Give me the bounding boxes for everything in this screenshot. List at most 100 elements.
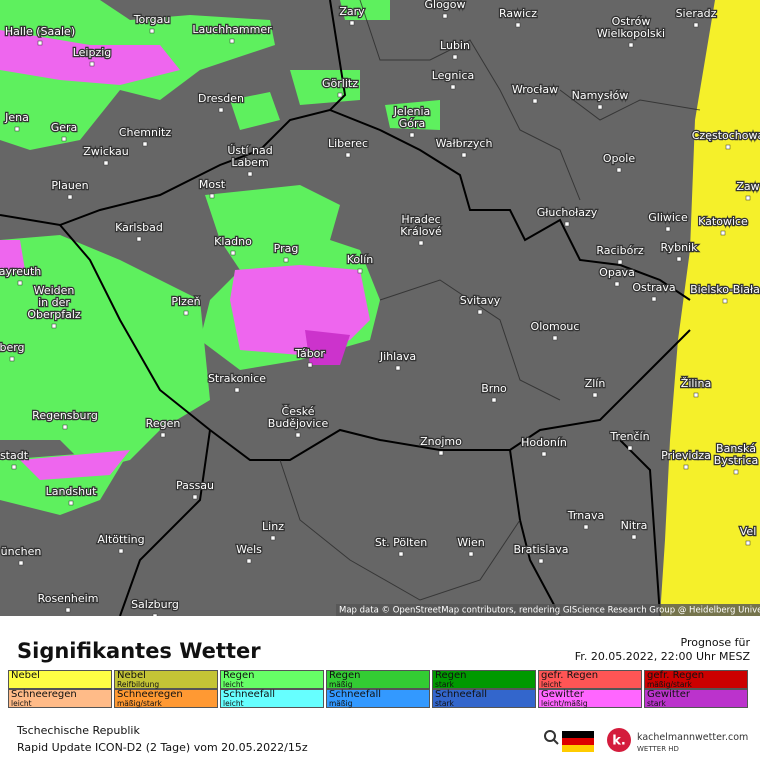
- city-dot: [745, 195, 751, 201]
- city-label: České: [282, 405, 315, 418]
- legend-panel: Nebel Nebel Reifbildung Regen leicht Regen mäß…: [0, 616, 760, 760]
- city: Gliwice: [647, 210, 689, 232]
- city-dot: [614, 281, 620, 287]
- city: Lauchhammer: [191, 22, 273, 44]
- city-label: Vel: [740, 525, 757, 538]
- city-dot: [745, 540, 751, 546]
- city-label: Trenčín: [609, 430, 649, 443]
- city-label: Jelenia: [393, 105, 431, 118]
- city-label: Labem: [231, 156, 268, 169]
- city: Rosenheim: [36, 591, 100, 613]
- city-dot: [62, 424, 68, 430]
- city-dot: [246, 558, 252, 564]
- city-label: Kladno: [214, 235, 252, 248]
- city-dot: [628, 42, 634, 48]
- legend-label: Gewitter: [647, 689, 690, 700]
- city-dot: [418, 240, 424, 246]
- legend-label: Regen: [329, 670, 361, 681]
- city-label: St. Pölten: [375, 536, 427, 549]
- legend-label: Nebel: [11, 670, 40, 681]
- city-label: Prievidza: [661, 449, 711, 462]
- city-label: Zaw: [736, 180, 759, 193]
- city-dot: [118, 548, 124, 554]
- city-label: ayreuth: [0, 265, 41, 278]
- city-label: Ostrów: [612, 15, 651, 28]
- city-label: Gera: [51, 121, 78, 134]
- legend-item: Gewitter stark: [644, 689, 748, 708]
- city-dot: [552, 335, 558, 341]
- legend-sublabel: stark: [435, 699, 454, 708]
- city-dot: [491, 397, 497, 403]
- legend-item: Schneefall leicht: [220, 689, 324, 708]
- city-label: Halle (Saale): [5, 25, 75, 38]
- city-label: Jihlava: [379, 350, 416, 363]
- city-label: Banská: [716, 442, 756, 455]
- city-dot: [247, 171, 253, 177]
- thunder: [0, 30, 370, 480]
- city: Kolín: [346, 252, 375, 274]
- city: Nitra: [619, 518, 649, 540]
- logo-sub: WETTER HD: [637, 745, 679, 753]
- city-label: Kolín: [347, 253, 374, 266]
- city: Leipzig: [71, 45, 113, 67]
- legend-item: Regen mäßig: [326, 670, 430, 689]
- city: Wałbrzych: [434, 136, 494, 158]
- city-label: Dresden: [198, 92, 244, 105]
- city: Wien: [456, 535, 486, 557]
- city-dot: [477, 309, 483, 315]
- city: St. Pölten: [374, 535, 428, 557]
- legend-sublabel: leicht: [223, 699, 244, 708]
- city: Trnava: [566, 508, 605, 530]
- city-label: Salzburg: [131, 598, 179, 611]
- city: Most: [198, 177, 227, 199]
- fog-area: [660, 0, 760, 616]
- city-dot: [149, 28, 155, 34]
- city: Bielsko-Biała: [689, 282, 760, 304]
- legend-item: Schneefall stark: [432, 689, 536, 708]
- city: Svitavy: [458, 293, 502, 315]
- city-label: Glogow: [424, 0, 465, 11]
- city-label: Ústí nad: [227, 144, 272, 157]
- legend-label: Regen: [223, 670, 255, 681]
- svg-text:k.: k.: [612, 734, 626, 749]
- city-label: in der: [38, 296, 70, 309]
- legend-label: Gewitter: [541, 689, 584, 700]
- city-label: Nitra: [621, 519, 648, 532]
- city-dot: [209, 193, 215, 199]
- legend-item: Regen leicht: [220, 670, 324, 689]
- city-label: Zary: [339, 5, 365, 18]
- city: Wrocław: [511, 82, 559, 104]
- city-label: Tábor: [294, 347, 325, 360]
- city: Plzeň: [170, 294, 202, 316]
- city: Karlsbad: [114, 220, 164, 242]
- city: Vel: [739, 524, 758, 546]
- city-label: Oberpfalz: [27, 308, 81, 321]
- legend-sublabel: leicht: [541, 680, 562, 689]
- city: Chemnitz: [118, 125, 173, 147]
- city: Torgau: [131, 12, 172, 34]
- city: Landshut: [44, 484, 98, 506]
- city-dot: [152, 613, 158, 616]
- legend-label: Schneefall: [223, 689, 276, 700]
- city-dot: [592, 392, 598, 398]
- legend-sublabel: Reifbildung: [117, 680, 160, 689]
- city-dot: [722, 298, 728, 304]
- city-label: Liberec: [328, 137, 368, 150]
- city-dot: [515, 22, 521, 28]
- city-label: Strakonice: [208, 372, 266, 385]
- city: Prievidza: [660, 448, 712, 470]
- city-dot: [452, 54, 458, 60]
- legend-label: gefr. Regen: [647, 670, 705, 681]
- legend-sublabel: stark: [435, 680, 454, 689]
- city-label: Opole: [603, 152, 635, 165]
- city-dot: [733, 469, 739, 475]
- city-label: Wałbrzych: [436, 137, 493, 150]
- city: Linz: [261, 519, 285, 541]
- city-label: Brno: [481, 382, 507, 395]
- city: Halle (Saale): [4, 24, 76, 46]
- city-dot: [9, 356, 15, 362]
- map: Map data © OpenStreetMap contributors, r…: [0, 0, 760, 616]
- logo-text: kachelmannwetter.com: [637, 732, 749, 743]
- city: Hodonín: [520, 435, 568, 457]
